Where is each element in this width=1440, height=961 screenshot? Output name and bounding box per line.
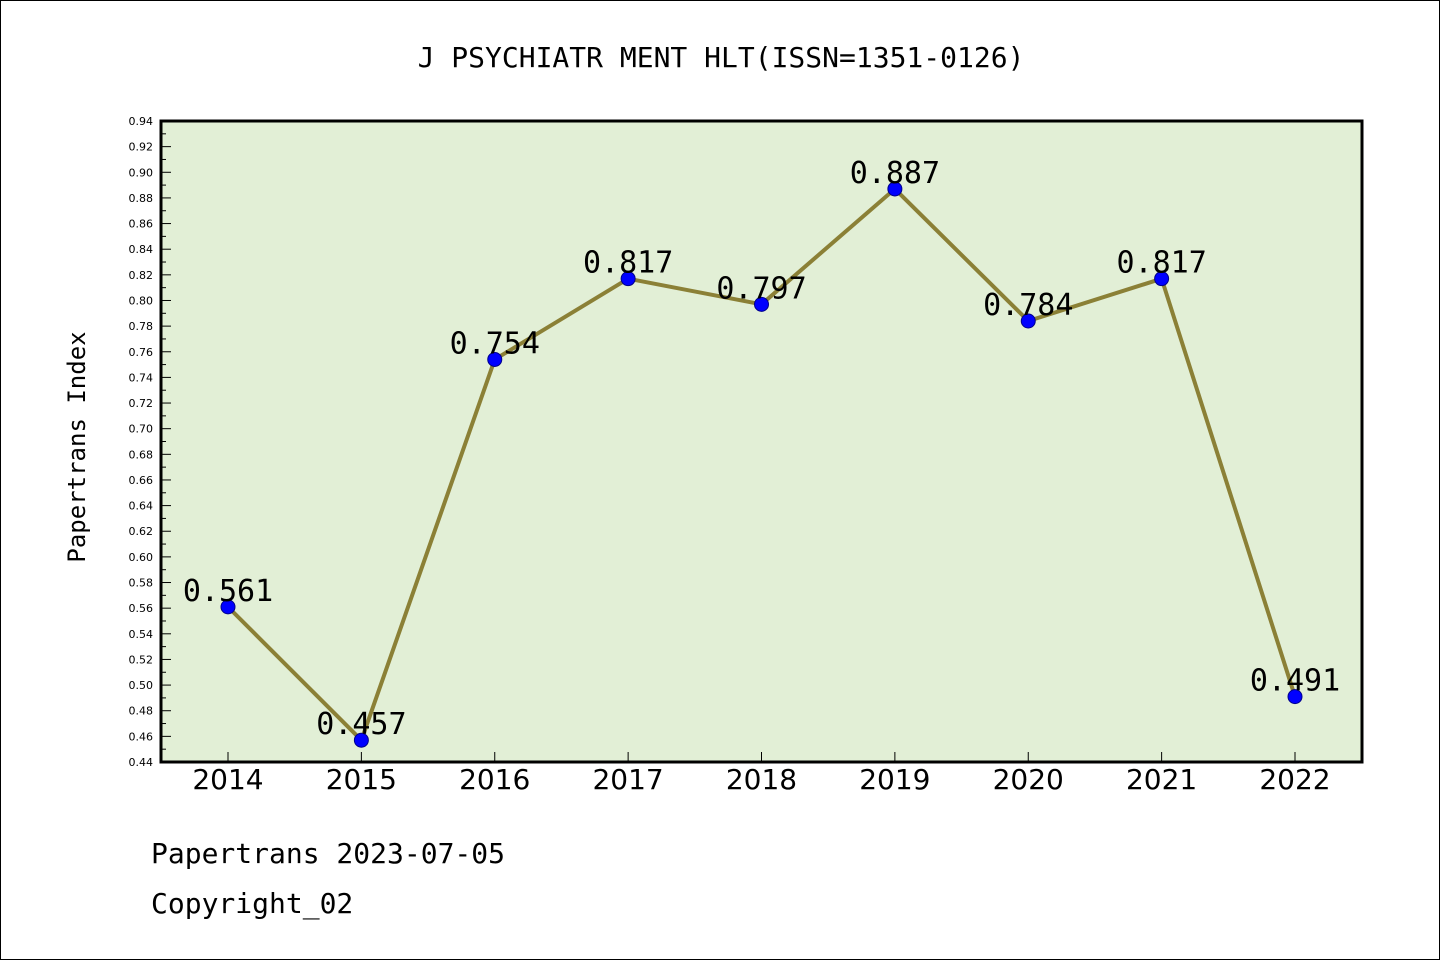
- x-tick-label: 2020: [993, 763, 1064, 796]
- chart-title: J PSYCHIATR MENT HLT(ISSN=1351-0126): [418, 41, 1025, 74]
- x-tick-label: 2019: [859, 763, 930, 796]
- x-tick-label: 2022: [1259, 763, 1330, 796]
- data-label: 0.817: [583, 246, 673, 281]
- y-tick-label: 0.90: [129, 166, 154, 179]
- y-tick-label: 0.52: [129, 653, 154, 666]
- data-label: 0.797: [716, 271, 806, 306]
- y-axis-ticks: 0.44 0.46 0.48 0.50 0.52 0.54 0.56 0.58 0.60 0.62…: [129, 115, 171, 769]
- x-tick-label: 2014: [192, 763, 263, 796]
- y-tick-label: 0.60: [129, 551, 154, 564]
- series-line-group: [220, 181, 1303, 748]
- data-point: [220, 599, 236, 615]
- y-tick-label: 0.70: [129, 423, 154, 436]
- y-tick-label: 0.46: [129, 730, 154, 743]
- y-tick-label: 0.64: [129, 500, 154, 513]
- y-tick-label: 0.82: [129, 269, 154, 282]
- y-tick-label: 0.54: [129, 628, 154, 641]
- y-axis-label: Papertrans Index: [63, 331, 91, 562]
- plot-area: [159, 119, 1364, 764]
- data-point: [1287, 689, 1303, 705]
- y-tick-label: 0.68: [129, 448, 154, 461]
- y-tick-label: 0.44: [129, 756, 154, 769]
- data-label: 0.784: [983, 288, 1073, 323]
- data-labels: 0.561 0.457 0.754 0.817 0.797 0.887 0.784 0.817…: [183, 156, 1340, 742]
- data-label: 0.457: [316, 707, 406, 742]
- x-tick-label: 2017: [592, 763, 663, 796]
- x-tick-label: 2018: [726, 763, 797, 796]
- data-label: 0.491: [1250, 664, 1340, 699]
- y-tick-label: 0.88: [129, 192, 154, 205]
- y-tick-label: 0.74: [129, 371, 154, 384]
- y-tick-label: 0.56: [129, 602, 154, 615]
- data-point: [1020, 313, 1036, 329]
- y-tick-label: 0.62: [129, 525, 154, 538]
- data-point: [1154, 271, 1170, 287]
- y-tick-label: 0.58: [129, 577, 154, 590]
- y-tick-label: 0.72: [129, 397, 154, 410]
- footer-date: Papertrans 2023-07-05: [151, 837, 506, 870]
- y-tick-label: 0.48: [129, 705, 154, 718]
- y-tick-label: 0.76: [129, 346, 154, 359]
- footer-copyright: Copyright_02: [151, 887, 354, 920]
- y-tick-label: 0.78: [129, 320, 154, 333]
- data-label: 0.887: [850, 156, 940, 191]
- y-tick-label: 0.94: [129, 115, 154, 128]
- y-tick-label: 0.84: [129, 243, 154, 256]
- x-tick-label: 2015: [326, 763, 397, 796]
- data-label: 0.817: [1116, 246, 1206, 281]
- data-point: [487, 351, 503, 367]
- y-tick-label: 0.66: [129, 474, 154, 487]
- data-label: 0.754: [450, 326, 540, 361]
- x-axis-ticks: 2014 2015 2016 2017 2018 2019 2020 2021 2022: [192, 752, 1331, 796]
- data-point: [353, 732, 369, 748]
- x-tick-label: 2021: [1126, 763, 1197, 796]
- y-tick-label: 0.80: [129, 294, 154, 307]
- data-point: [887, 181, 903, 197]
- data-point: [620, 271, 636, 287]
- data-label: 0.561: [183, 574, 273, 609]
- data-point: [754, 296, 769, 312]
- y-tick-label: 0.92: [129, 141, 154, 154]
- x-tick-label: 2016: [459, 763, 530, 796]
- y-tick-label: 0.50: [129, 679, 154, 692]
- y-tick-label: 0.86: [129, 218, 154, 231]
